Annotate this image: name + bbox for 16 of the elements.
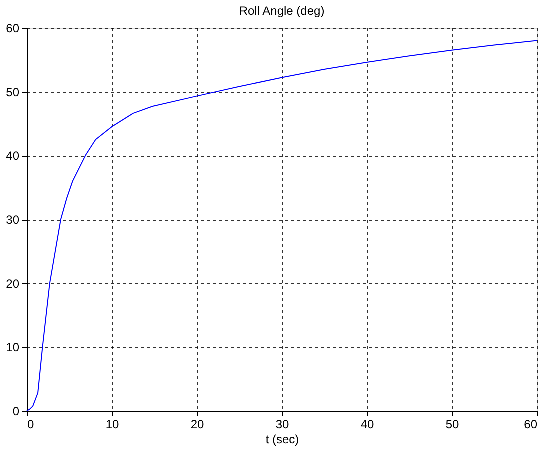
x-axis-title: t (sec) xyxy=(266,432,300,446)
y-tick-label: 30 xyxy=(6,213,20,227)
chart-title: Roll Angle (deg) xyxy=(239,4,325,18)
y-tick-label: 0 xyxy=(12,404,20,418)
x-tick-label: 60 xyxy=(524,418,538,432)
x-tick-label: 0 xyxy=(28,418,34,432)
y-tick-label: 40 xyxy=(6,149,20,164)
y-tick-label: 20 xyxy=(6,276,20,291)
y-tick-label: 10 xyxy=(6,340,20,355)
x-tick-label: 10 xyxy=(106,418,120,432)
x-tick-label: 20 xyxy=(190,418,204,432)
y-tick-label: 50 xyxy=(6,85,20,100)
x-tick-label: 30 xyxy=(276,418,290,432)
x-tick-label: 50 xyxy=(446,418,460,432)
x-tick-label: 40 xyxy=(360,418,374,432)
y-tick-label: 60 xyxy=(6,22,20,36)
